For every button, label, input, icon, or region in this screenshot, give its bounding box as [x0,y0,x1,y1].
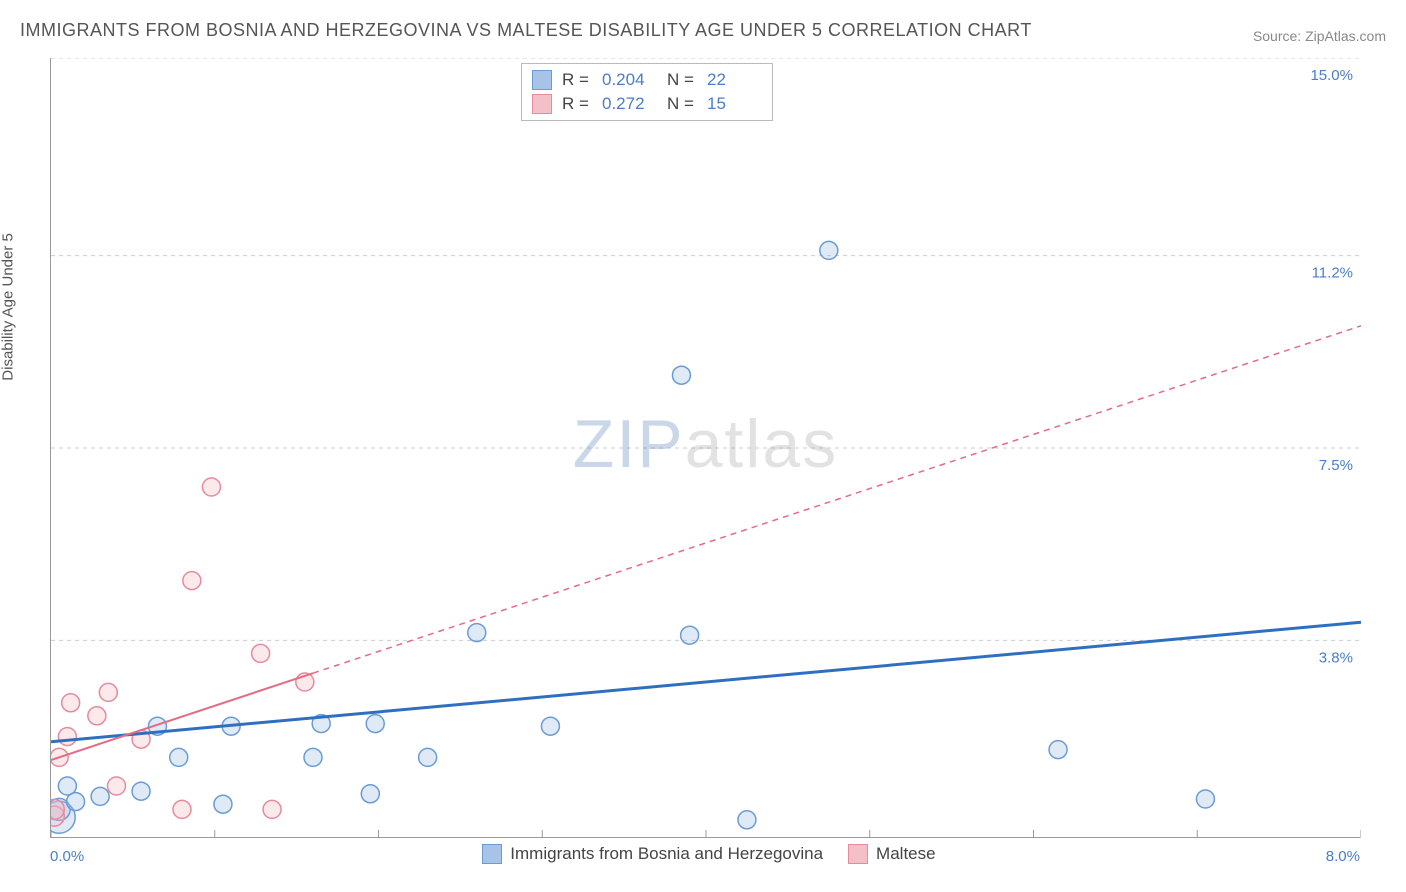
data-point [419,748,437,766]
data-point [67,793,85,811]
data-point [541,717,559,735]
data-point [170,748,188,766]
legend-row: R = 0.272 N = 15 [532,92,762,116]
data-point [183,572,201,590]
data-point [108,777,126,795]
legend-swatch [482,844,502,864]
series-legend: Immigrants from Bosnia and Herzegovina M… [482,844,935,864]
data-point [62,694,80,712]
plot-area: 3.8%7.5%11.2%15.0% ZIPatlas R = 0.204 N … [50,58,1360,838]
y-tick-label: 7.5% [1319,457,1353,474]
data-point [173,800,191,818]
data-point [1049,741,1067,759]
data-point [202,478,220,496]
legend-n-value: 22 [707,70,762,90]
chart-svg: 3.8% 7.5% 11.2% 15.0% [51,58,1361,838]
data-point [681,626,699,644]
data-point [1196,790,1214,808]
data-point [132,782,150,800]
y-tick-label: 15.0% [1310,67,1353,84]
y-tick-label: 11.2% [1312,265,1353,282]
legend-r-label: R = [562,70,592,90]
source-attribution: Source: ZipAtlas.com [1253,28,1386,44]
legend-swatch [848,844,868,864]
data-point [99,683,117,701]
data-point [366,715,384,733]
legend-r-value: 0.272 [602,94,657,114]
data-point [304,748,322,766]
legend-label: Maltese [876,844,936,864]
legend-r-label: R = [562,94,592,114]
chart-title: IMMIGRANTS FROM BOSNIA AND HERZEGOVINA V… [20,20,1032,41]
legend-swatch [532,70,552,90]
legend-item: Immigrants from Bosnia and Herzegovina [482,844,823,864]
chart-container: IMMIGRANTS FROM BOSNIA AND HERZEGOVINA V… [0,0,1406,892]
data-point [91,787,109,805]
legend-r-value: 0.204 [602,70,657,90]
legend-item: Maltese [848,844,936,864]
x-tick-label: 8.0% [1326,848,1360,865]
data-point [58,728,76,746]
data-point [672,366,690,384]
correlation-legend: R = 0.204 N = 22 R = 0.272 N = 15 [521,63,773,121]
data-point [51,799,64,819]
data-point [820,241,838,259]
trend-line-dashed [313,326,1361,673]
data-point [252,644,270,662]
legend-swatch [532,94,552,114]
y-axis-label: Disability Age Under 5 [0,233,17,381]
legend-n-label: N = [667,94,697,114]
data-point [468,624,486,642]
trend-line-solid [51,622,1361,742]
data-point [88,707,106,725]
legend-n-value: 15 [707,94,762,114]
x-tick-label: 0.0% [50,848,84,865]
data-point [214,795,232,813]
data-point [361,785,379,803]
legend-label: Immigrants from Bosnia and Herzegovina [510,844,823,864]
y-tick-label: 3.8% [1319,649,1353,666]
legend-n-label: N = [667,70,697,90]
legend-row: R = 0.204 N = 22 [532,68,762,92]
data-point [263,800,281,818]
data-point [738,811,756,829]
